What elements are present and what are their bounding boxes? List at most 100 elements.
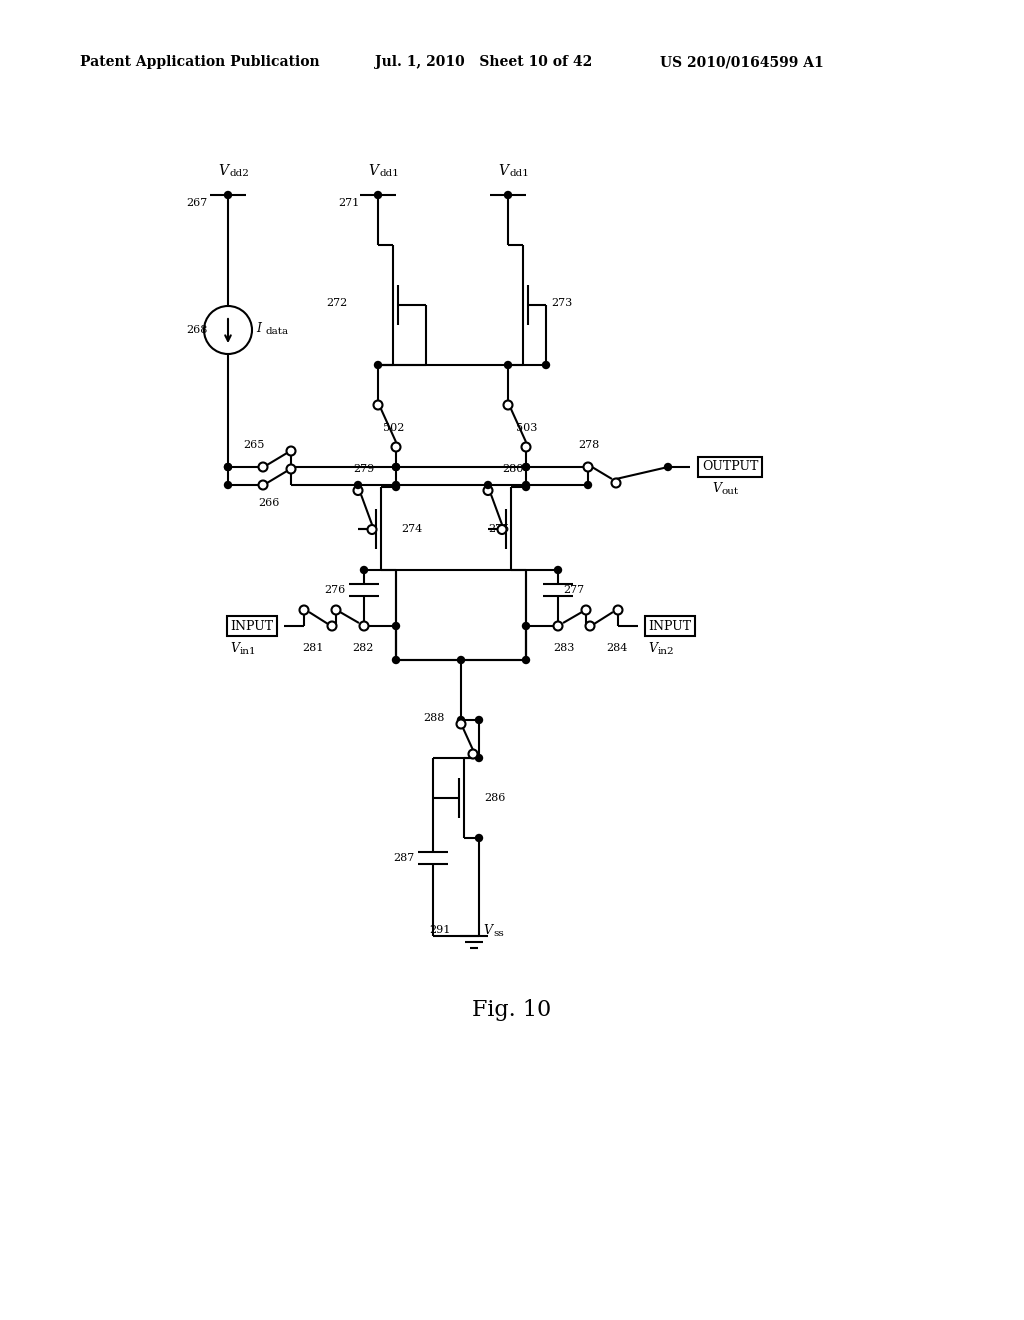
Circle shape — [555, 623, 561, 630]
Circle shape — [475, 755, 482, 762]
Text: 276: 276 — [324, 585, 345, 595]
Circle shape — [543, 362, 550, 368]
Text: 273: 273 — [551, 298, 572, 308]
Circle shape — [505, 362, 512, 368]
Text: 274: 274 — [401, 524, 422, 533]
Text: 271: 271 — [338, 198, 359, 209]
Circle shape — [457, 719, 466, 729]
Circle shape — [458, 656, 465, 664]
Text: 266: 266 — [258, 498, 280, 508]
Circle shape — [224, 482, 231, 488]
Text: V: V — [230, 642, 239, 655]
Circle shape — [665, 463, 672, 470]
Circle shape — [224, 463, 231, 470]
Text: in1: in1 — [240, 647, 257, 656]
Text: V: V — [368, 164, 378, 178]
Circle shape — [458, 717, 465, 723]
Circle shape — [359, 622, 369, 631]
Circle shape — [332, 606, 341, 615]
Text: 278: 278 — [578, 440, 599, 450]
Text: dd2: dd2 — [230, 169, 250, 178]
Text: dd1: dd1 — [510, 169, 529, 178]
Circle shape — [375, 362, 382, 368]
Circle shape — [354, 482, 361, 488]
Text: 284: 284 — [606, 643, 628, 653]
Circle shape — [484, 482, 492, 488]
Circle shape — [204, 306, 252, 354]
Text: 282: 282 — [352, 643, 374, 653]
Circle shape — [287, 446, 296, 455]
Text: 281: 281 — [302, 643, 324, 653]
Circle shape — [224, 191, 231, 198]
Circle shape — [374, 400, 383, 409]
Text: 272: 272 — [326, 298, 347, 308]
Text: data: data — [265, 326, 288, 335]
Circle shape — [522, 482, 529, 488]
Text: 267: 267 — [186, 198, 207, 209]
Text: ss: ss — [493, 928, 504, 937]
Circle shape — [522, 483, 529, 491]
Circle shape — [353, 486, 362, 495]
Circle shape — [328, 622, 337, 631]
Circle shape — [360, 566, 368, 573]
Text: V: V — [712, 483, 721, 495]
Circle shape — [299, 606, 308, 615]
Text: out: out — [722, 487, 739, 496]
Circle shape — [475, 717, 482, 723]
Text: 291: 291 — [429, 925, 451, 935]
Circle shape — [392, 656, 399, 664]
Circle shape — [554, 622, 562, 631]
Text: INPUT: INPUT — [230, 619, 273, 632]
Text: 279: 279 — [353, 463, 374, 474]
Text: 277: 277 — [563, 585, 584, 595]
Circle shape — [555, 566, 561, 573]
Circle shape — [469, 750, 477, 759]
Circle shape — [522, 656, 529, 664]
Text: 286: 286 — [484, 793, 506, 803]
Circle shape — [613, 606, 623, 615]
Text: 280: 280 — [502, 463, 523, 474]
Circle shape — [360, 623, 368, 630]
Circle shape — [392, 623, 399, 630]
Text: US 2010/0164599 A1: US 2010/0164599 A1 — [660, 55, 823, 69]
Text: 502: 502 — [383, 422, 404, 433]
Text: 287: 287 — [393, 853, 415, 863]
Text: Fig. 10: Fig. 10 — [472, 999, 552, 1020]
Text: 288: 288 — [423, 713, 444, 723]
Text: I: I — [256, 322, 261, 334]
Circle shape — [522, 463, 529, 470]
Circle shape — [498, 525, 507, 535]
Text: dd1: dd1 — [380, 169, 400, 178]
Circle shape — [392, 463, 399, 470]
Text: V: V — [498, 164, 508, 178]
Text: 265: 265 — [243, 440, 264, 450]
Circle shape — [258, 462, 267, 471]
Text: 283: 283 — [553, 643, 574, 653]
Circle shape — [585, 482, 592, 488]
Circle shape — [392, 463, 399, 470]
Circle shape — [586, 622, 595, 631]
Text: INPUT: INPUT — [648, 619, 691, 632]
Circle shape — [368, 525, 377, 535]
Circle shape — [504, 400, 512, 409]
Text: 275: 275 — [488, 524, 509, 533]
Text: V: V — [218, 164, 228, 178]
Circle shape — [475, 834, 482, 842]
Circle shape — [391, 442, 400, 451]
Circle shape — [522, 463, 529, 470]
Text: V: V — [648, 642, 657, 655]
Circle shape — [522, 623, 529, 630]
Text: 503: 503 — [516, 422, 538, 433]
Circle shape — [584, 462, 593, 471]
Circle shape — [611, 479, 621, 487]
Circle shape — [505, 191, 512, 198]
Circle shape — [287, 465, 296, 474]
Text: Patent Application Publication: Patent Application Publication — [80, 55, 319, 69]
Text: V: V — [483, 924, 492, 936]
Circle shape — [375, 191, 382, 198]
Circle shape — [582, 606, 591, 615]
Circle shape — [224, 463, 231, 470]
Text: in2: in2 — [658, 647, 675, 656]
Text: OUTPUT: OUTPUT — [701, 461, 758, 474]
Circle shape — [521, 442, 530, 451]
